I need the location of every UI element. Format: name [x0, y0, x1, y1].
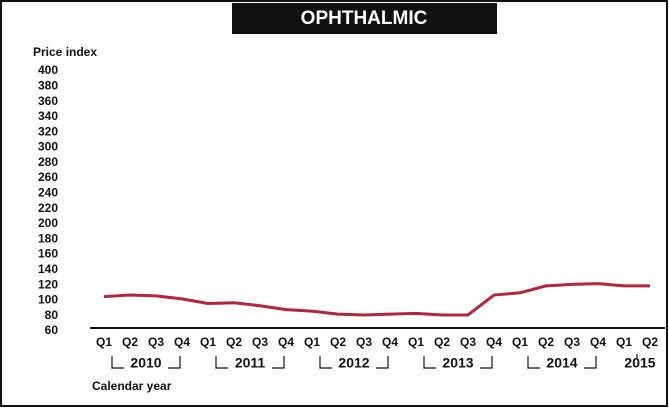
year-label: 2012 [338, 355, 369, 371]
y-tick-label: 120 [38, 277, 58, 291]
y-tick-label: 140 [38, 262, 58, 276]
year-label: 2010 [130, 355, 161, 371]
year-bracket [215, 356, 285, 369]
x-tick-label: Q3 [252, 335, 268, 349]
x-tick-label: Q1 [96, 335, 112, 349]
y-tick-label: 240 [38, 186, 58, 200]
x-tick-label: Q1 [512, 335, 528, 349]
y-tick-label: 100 [38, 293, 58, 307]
y-tick-label: 160 [38, 247, 58, 261]
x-tick-label: Q3 [148, 335, 164, 349]
x-tick-label: Q1 [200, 335, 216, 349]
y-tick-label: 380 [38, 78, 58, 92]
x-tick-label: Q4 [590, 335, 606, 349]
x-tick-label: Q2 [642, 335, 658, 349]
x-tick-label: Q4 [382, 335, 398, 349]
y-axis-label: Price index [33, 45, 97, 59]
x-tick-label: Q1 [408, 335, 424, 349]
x-tick-label: Q3 [356, 335, 372, 349]
title-box [232, 3, 497, 34]
year-bracket [111, 356, 181, 369]
y-tick-label: 200 [38, 216, 58, 230]
year-label: 2013 [442, 355, 473, 371]
year-bracket [423, 356, 493, 369]
x-tick-label: Q2 [122, 335, 138, 349]
y-tick-label: 400 [38, 63, 58, 77]
y-tick-label: 60 [45, 323, 59, 337]
x-axis-label: Calendar year [92, 379, 172, 393]
year-bracket [319, 356, 389, 369]
x-tick-label: Q2 [538, 335, 554, 349]
x-tick-label: Q4 [174, 335, 190, 349]
y-tick-label: 80 [45, 308, 59, 322]
year-label: 2011 [235, 355, 266, 371]
y-tick-label: 340 [38, 109, 58, 123]
x-tick-label: Q3 [564, 335, 580, 349]
x-tick-label: Q1 [304, 335, 320, 349]
x-tick-label: Q1 [616, 335, 632, 349]
x-tick-label: Q2 [434, 335, 450, 349]
year-label: 2014 [546, 355, 577, 371]
line-series [103, 282, 650, 317]
y-tick-label: 300 [38, 140, 58, 154]
year-bracket [527, 356, 597, 369]
x-tick-label: Q2 [330, 335, 346, 349]
year-label: 2015 [624, 355, 655, 371]
y-tick-label: 280 [38, 155, 58, 169]
y-tick-label: 220 [38, 201, 58, 215]
x-tick-label: Q3 [460, 335, 476, 349]
x-tick-label: Q4 [486, 335, 502, 349]
y-tick-label: 320 [38, 124, 58, 138]
y-tick-label: 260 [38, 170, 58, 184]
y-tick-label: 180 [38, 231, 58, 245]
x-tick-label: Q4 [278, 335, 294, 349]
y-tick-label: 360 [38, 94, 58, 108]
chart-title: OPHTHALMIC [301, 8, 428, 29]
x-tick-label: Q2 [226, 335, 242, 349]
